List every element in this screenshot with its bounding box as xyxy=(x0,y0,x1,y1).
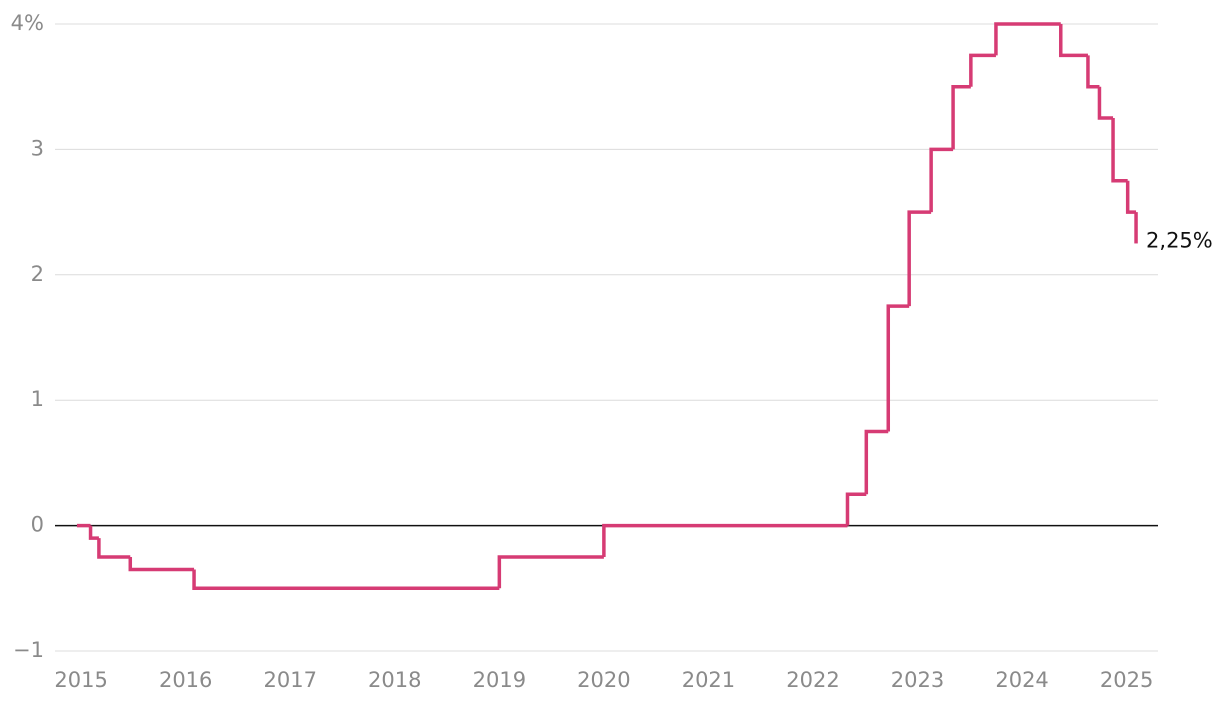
step-segment xyxy=(497,555,604,589)
step-segment xyxy=(1086,55,1100,89)
step-segment xyxy=(1097,86,1114,120)
x-tick-label: 2019 xyxy=(473,668,526,692)
step-segment xyxy=(1111,118,1128,183)
y-tick-label: 4% xyxy=(11,11,44,35)
x-tick-label: 2025 xyxy=(1100,668,1153,692)
y-tick-label: 2 xyxy=(31,262,44,286)
x-tick-label: 2021 xyxy=(682,668,735,692)
step-segment xyxy=(602,523,848,557)
step-segment xyxy=(886,304,910,432)
y-tick-label: −1 xyxy=(13,638,44,662)
x-tick-label: 2022 xyxy=(786,668,839,692)
end-label: 2,25% xyxy=(1146,228,1213,252)
y-tick-label: 0 xyxy=(31,513,44,537)
step-segment xyxy=(1059,24,1088,58)
x-tick-label: 2024 xyxy=(995,668,1048,692)
x-tick-label: 2023 xyxy=(891,668,944,692)
x-tick-label: 2015 xyxy=(54,668,107,692)
step-segment xyxy=(951,84,971,150)
x-tick-label: 2016 xyxy=(159,668,212,692)
step-segment xyxy=(907,210,932,307)
step-segment xyxy=(845,492,867,526)
step-segment xyxy=(1125,180,1137,214)
step-segment xyxy=(929,147,954,213)
step-segment xyxy=(994,22,1061,56)
step-segment xyxy=(192,569,500,591)
x-tick-label: 2018 xyxy=(368,668,421,692)
step-segment xyxy=(97,538,131,559)
step-segment xyxy=(128,556,195,572)
y-tick-label: 1 xyxy=(31,387,44,411)
x-tick-label: 2017 xyxy=(264,668,317,692)
step-segment xyxy=(864,429,889,495)
x-tick-label: 2020 xyxy=(577,668,630,692)
step-segment xyxy=(88,525,99,540)
y-tick-label: 3 xyxy=(31,136,44,160)
step-segment xyxy=(969,53,996,87)
